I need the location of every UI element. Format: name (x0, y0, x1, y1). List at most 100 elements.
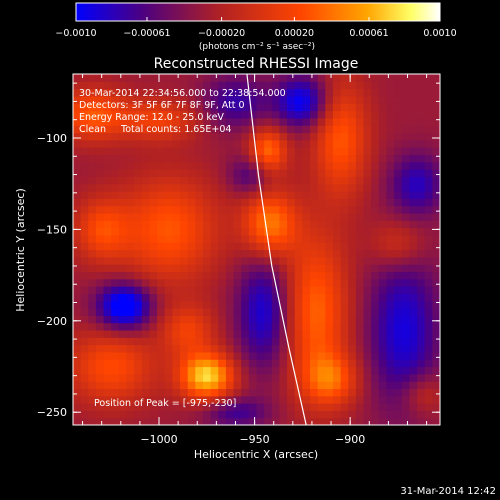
heatmap-cell (332, 125, 342, 134)
heatmap-cell (164, 125, 173, 134)
heatmap-cell (233, 161, 242, 170)
heatmap-cell (202, 388, 212, 397)
heatmap-cell (172, 337, 181, 346)
heatmap-cell (103, 315, 112, 324)
heatmap-cell (371, 300, 380, 309)
heatmap-cell (202, 103, 212, 112)
heatmap-cell (348, 205, 357, 214)
heatmap-cell (80, 344, 89, 353)
heatmap-cell (325, 286, 334, 294)
heatmap-cell (378, 308, 388, 316)
heatmap-cell (172, 264, 181, 273)
heatmap-cell (432, 417, 440, 425)
heatmap-cell (88, 403, 97, 411)
heatmap-cell (317, 410, 326, 419)
heatmap-cell (325, 337, 334, 346)
heatmap-cell (256, 417, 265, 425)
heatmap-cell (73, 373, 82, 382)
heatmap-cell (294, 242, 303, 251)
heatmap-cell (233, 198, 242, 207)
heatmap-cell (149, 359, 158, 368)
heatmap-cell (371, 147, 380, 156)
heatmap-cell (126, 183, 135, 192)
heatmap-cell (256, 227, 265, 236)
heatmap-cell (271, 278, 281, 287)
heatmap-cell (80, 315, 89, 324)
heatmap-cell (80, 161, 89, 170)
heatmap-cell (187, 154, 196, 163)
heatmap-cell (294, 110, 303, 119)
heatmap-cell (409, 103, 418, 112)
heatmap-cell (378, 161, 388, 170)
heatmap-cell (241, 373, 250, 382)
heatmap-cell (401, 403, 411, 411)
heatmap-cell (126, 117, 135, 126)
heatmap-cell (149, 176, 158, 185)
heatmap-cell (95, 366, 105, 375)
heatmap-cell (294, 359, 303, 368)
heatmap-cell (218, 315, 227, 324)
heatmap-cell (126, 388, 135, 397)
heatmap-cell (88, 373, 97, 382)
heatmap-cell (294, 381, 303, 390)
heatmap-cell (378, 403, 388, 411)
heatmap-cell (386, 381, 395, 390)
heatmap-cell (378, 329, 388, 338)
heatmap-cell (233, 337, 242, 346)
heatmap-cell (378, 300, 388, 309)
heatmap-cell (401, 249, 411, 258)
heatmap-cell (118, 264, 128, 273)
heatmap-cell (424, 373, 433, 382)
heatmap-cell (317, 117, 326, 126)
heatmap-cell (340, 161, 349, 170)
heatmap-cell (210, 381, 219, 390)
heatmap-cell (248, 139, 258, 148)
heatmap-cell (271, 381, 281, 390)
heatmap-cell (409, 242, 418, 251)
heatmap-cell (180, 293, 189, 302)
heatmap-cell (164, 366, 173, 375)
heatmap-cell (271, 315, 281, 324)
heatmap-cell (73, 293, 82, 302)
heatmap-cell (432, 147, 440, 156)
heatmap-cell (332, 308, 342, 316)
heatmap-cell (271, 147, 281, 156)
heatmap-cell (103, 154, 112, 163)
heatmap-cell (187, 110, 196, 119)
heatmap-cell (95, 395, 105, 404)
heatmap-cell (80, 322, 89, 331)
heatmap-cell (378, 381, 388, 390)
heatmap-cell (256, 139, 265, 148)
heatmap-cell (118, 220, 128, 229)
heatmap-cell (394, 278, 403, 287)
heatmap-cell (111, 117, 120, 126)
heatmap-cell (432, 154, 440, 163)
heatmap-cell (233, 125, 242, 134)
heatmap-cell (172, 359, 181, 368)
heatmap-cell (202, 183, 212, 192)
heatmap-cell (241, 88, 250, 97)
heatmap-cell (294, 103, 303, 112)
heatmap-cell (233, 191, 242, 199)
heatmap-cell (348, 249, 357, 258)
heatmap-cell (210, 308, 219, 316)
heatmap-cell (363, 242, 372, 251)
heatmap-cell (134, 212, 143, 221)
heatmap-cell (88, 176, 97, 185)
heatmap-cell (180, 191, 189, 199)
heatmap-cell (180, 212, 189, 221)
heatmap-cell (409, 198, 418, 207)
heatmap-cell (126, 139, 135, 148)
heatmap-cell (294, 169, 303, 177)
heatmap-cell (371, 373, 380, 382)
heatmap-cell (256, 169, 265, 177)
heatmap-cell (394, 293, 403, 302)
heatmap-cell (264, 242, 273, 251)
heatmap-cell (210, 132, 219, 141)
heatmap-cell (394, 176, 403, 185)
heatmap-cell (348, 110, 357, 119)
heatmap-cell (187, 359, 196, 368)
heatmap-cell (401, 81, 411, 90)
heatmap-cell (386, 300, 395, 309)
heatmap-cell (371, 220, 380, 229)
